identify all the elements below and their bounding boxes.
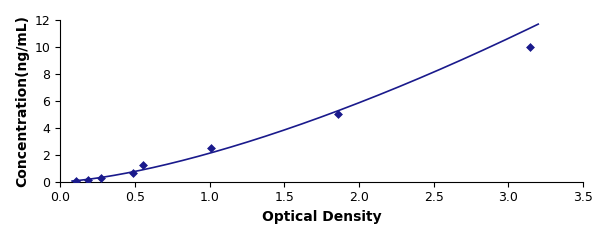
Point [138,163,148,167]
Point [96,176,106,179]
Point [333,112,343,116]
Point [525,45,535,49]
Point [206,146,216,150]
X-axis label: Optical Density: Optical Density [262,210,381,224]
Point [71,179,81,183]
Point [128,171,138,175]
Point [83,178,92,182]
Y-axis label: Concentration(ng/mL): Concentration(ng/mL) [15,15,29,187]
